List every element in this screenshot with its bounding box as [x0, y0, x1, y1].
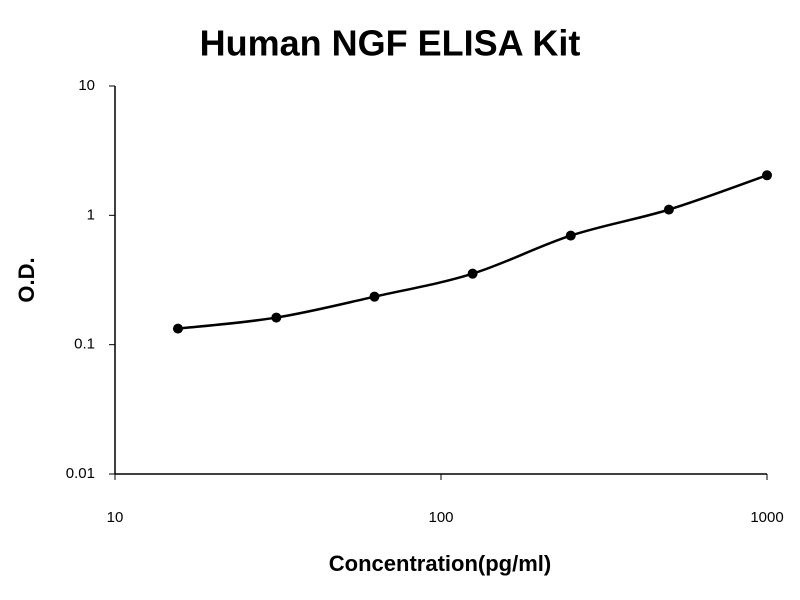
data-point: [271, 312, 282, 323]
x-axis-label: Concentration(pg/ml): [329, 551, 551, 576]
data-point: [663, 204, 674, 215]
data-point: [762, 170, 772, 181]
x-tick-label: 100: [428, 509, 453, 526]
y-tick-label: 0.01: [66, 465, 95, 482]
data-point: [172, 323, 183, 334]
data-point: [369, 291, 380, 302]
x-tick-label: 1000: [750, 509, 783, 526]
curve: [177, 174, 768, 330]
y-tick-label: 10: [78, 77, 95, 94]
data-point: [467, 268, 478, 279]
y-axis-label: O.D.: [14, 257, 39, 302]
y-tick-label: 1: [87, 206, 95, 223]
x-tick-label: 10: [107, 509, 124, 526]
y-tick-label: 0.1: [74, 336, 95, 353]
chart-title: Human NGF ELISA Kit: [200, 23, 581, 64]
data-point: [565, 230, 576, 241]
